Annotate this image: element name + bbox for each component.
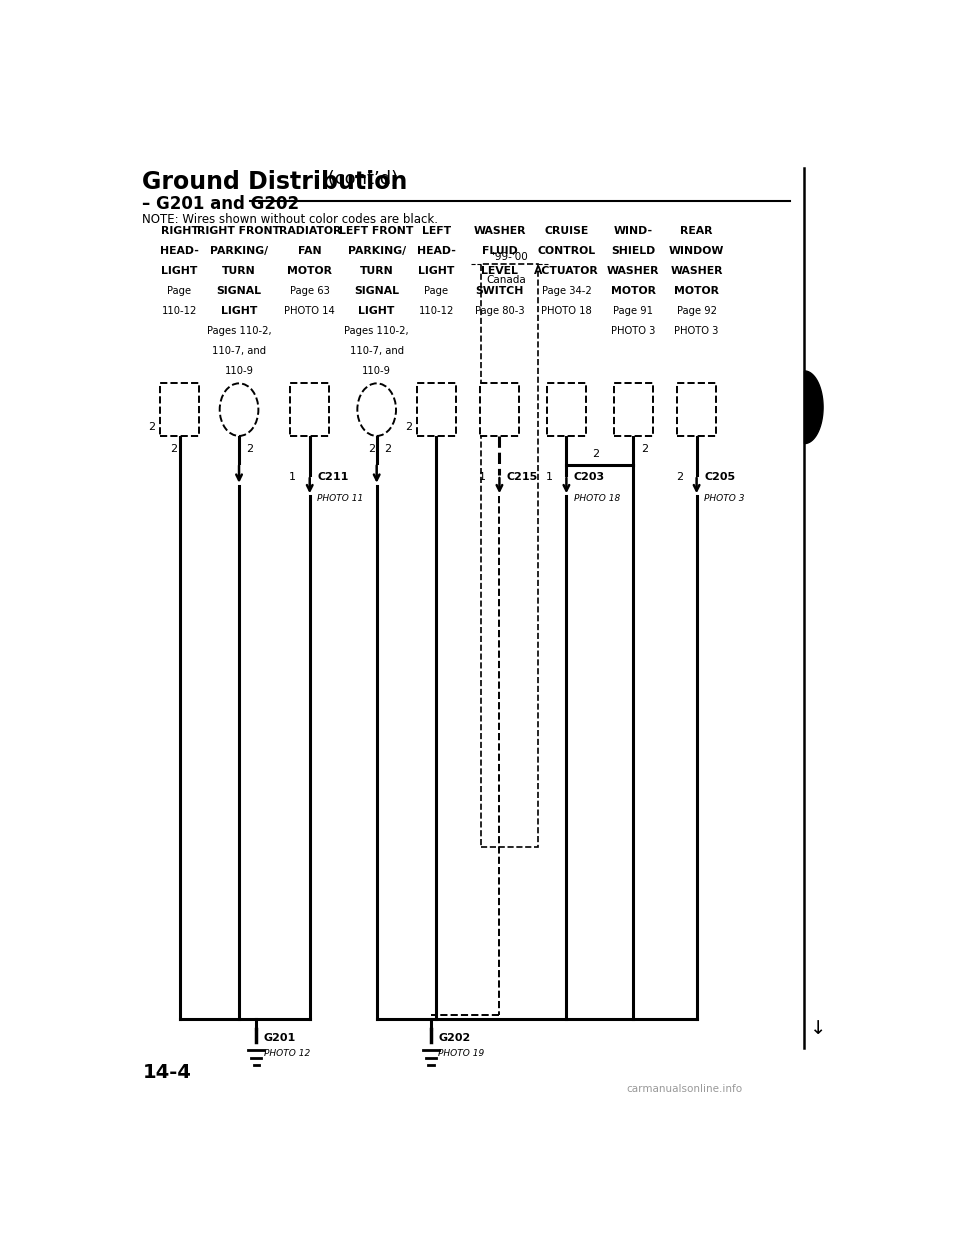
- Text: 2: 2: [384, 443, 392, 453]
- Text: MOTOR: MOTOR: [611, 286, 656, 296]
- Text: G202: G202: [439, 1032, 470, 1043]
- Text: WASHER: WASHER: [670, 266, 723, 276]
- Text: SWITCH: SWITCH: [475, 286, 523, 296]
- Text: PHOTO 3: PHOTO 3: [704, 494, 745, 503]
- FancyBboxPatch shape: [614, 384, 653, 436]
- Text: Ground Distribution: Ground Distribution: [142, 170, 408, 194]
- Text: FLUID: FLUID: [482, 246, 517, 256]
- Text: PHOTO 18: PHOTO 18: [541, 306, 591, 315]
- Text: 2: 2: [368, 443, 374, 453]
- Text: PHOTO 11: PHOTO 11: [317, 494, 364, 503]
- FancyBboxPatch shape: [160, 384, 199, 436]
- Text: Page: Page: [167, 286, 192, 296]
- Text: Pages 110-2,: Pages 110-2,: [345, 325, 409, 337]
- Text: TURN: TURN: [360, 266, 394, 276]
- Text: carmanualsonline.info: carmanualsonline.info: [626, 1084, 742, 1094]
- FancyBboxPatch shape: [290, 384, 329, 436]
- Text: HEAD-: HEAD-: [160, 246, 199, 256]
- Text: PHOTO 18: PHOTO 18: [574, 494, 620, 503]
- Text: ACTUATOR: ACTUATOR: [534, 266, 599, 276]
- Text: 1: 1: [545, 472, 553, 482]
- Text: Page 92: Page 92: [677, 306, 716, 315]
- Text: Page 80-3: Page 80-3: [474, 306, 524, 315]
- Text: PHOTO 3: PHOTO 3: [675, 325, 719, 337]
- Text: RADIATOR: RADIATOR: [278, 226, 341, 236]
- Text: WASHER: WASHER: [473, 226, 526, 236]
- Text: Page 34-2: Page 34-2: [541, 286, 591, 296]
- Text: (cont’d): (cont’d): [323, 170, 398, 188]
- Text: 110-12: 110-12: [162, 306, 197, 315]
- Text: – G201 and G202: – G201 and G202: [142, 195, 300, 212]
- Text: C215: C215: [507, 472, 539, 482]
- Text: Canada: Canada: [486, 274, 526, 284]
- Text: WIND-: WIND-: [613, 226, 653, 236]
- Text: Pages 110-2,: Pages 110-2,: [206, 325, 272, 337]
- Text: LEFT FRONT: LEFT FRONT: [340, 226, 414, 236]
- Text: RIGHT: RIGHT: [160, 226, 199, 236]
- Text: PHOTO 3: PHOTO 3: [612, 325, 656, 337]
- Text: C203: C203: [574, 472, 605, 482]
- Text: LIGHT: LIGHT: [161, 266, 198, 276]
- Text: 1: 1: [289, 472, 296, 482]
- Ellipse shape: [220, 384, 258, 436]
- Text: RIGHT FRONT: RIGHT FRONT: [198, 226, 280, 236]
- Text: Page: Page: [424, 286, 448, 296]
- Text: PHOTO 14: PHOTO 14: [284, 306, 335, 315]
- Text: ↓: ↓: [810, 1020, 827, 1038]
- Text: 2: 2: [591, 448, 599, 458]
- Text: 1: 1: [479, 472, 486, 482]
- Text: 14-4: 14-4: [142, 1063, 191, 1083]
- Text: PARKING/: PARKING/: [348, 246, 406, 256]
- FancyBboxPatch shape: [480, 384, 518, 436]
- Text: 2: 2: [405, 422, 412, 432]
- Text: HEAD-: HEAD-: [417, 246, 456, 256]
- Text: LEVEL: LEVEL: [481, 266, 517, 276]
- Text: 110-12: 110-12: [419, 306, 454, 315]
- Text: WASHER: WASHER: [607, 266, 660, 276]
- Text: 2: 2: [676, 472, 683, 482]
- Text: PHOTO 19: PHOTO 19: [439, 1049, 485, 1058]
- Text: 110-9: 110-9: [225, 366, 253, 376]
- Text: 2: 2: [247, 443, 253, 453]
- Text: LIGHT: LIGHT: [221, 306, 257, 315]
- Text: MOTOR: MOTOR: [287, 266, 332, 276]
- Text: C211: C211: [317, 472, 348, 482]
- Text: MOTOR: MOTOR: [674, 286, 719, 296]
- Text: SIGNAL: SIGNAL: [217, 286, 261, 296]
- Text: Page 91: Page 91: [613, 306, 654, 315]
- Text: LEFT: LEFT: [421, 226, 451, 236]
- Text: LIGHT: LIGHT: [418, 266, 454, 276]
- Text: 110-7, and: 110-7, and: [212, 347, 266, 356]
- Text: NOTE: Wires shown without color codes are black.: NOTE: Wires shown without color codes ar…: [142, 214, 439, 226]
- Text: SIGNAL: SIGNAL: [354, 286, 399, 296]
- Text: Page 63: Page 63: [290, 286, 329, 296]
- Text: FAN: FAN: [298, 246, 322, 256]
- Text: SHIELD: SHIELD: [612, 246, 656, 256]
- Text: WINDOW: WINDOW: [669, 246, 724, 256]
- Text: PHOTO 12: PHOTO 12: [264, 1049, 310, 1058]
- FancyBboxPatch shape: [547, 384, 586, 436]
- Text: 110-7, and: 110-7, and: [349, 347, 404, 356]
- Text: 2: 2: [148, 422, 156, 432]
- Text: PARKING/: PARKING/: [210, 246, 268, 256]
- Text: 2: 2: [171, 443, 178, 453]
- Text: CONTROL: CONTROL: [538, 246, 595, 256]
- Text: CRUISE: CRUISE: [544, 226, 588, 236]
- Text: '99-'00: '99-'00: [492, 252, 527, 262]
- Text: 110-9: 110-9: [362, 366, 391, 376]
- Polygon shape: [804, 371, 823, 443]
- Text: G201: G201: [264, 1032, 296, 1043]
- Text: C205: C205: [704, 472, 735, 482]
- FancyBboxPatch shape: [677, 384, 716, 436]
- Text: TURN: TURN: [222, 266, 256, 276]
- Text: 2: 2: [641, 443, 648, 453]
- Text: LIGHT: LIGHT: [358, 306, 395, 315]
- Ellipse shape: [357, 384, 396, 436]
- Text: REAR: REAR: [681, 226, 713, 236]
- FancyBboxPatch shape: [417, 384, 456, 436]
